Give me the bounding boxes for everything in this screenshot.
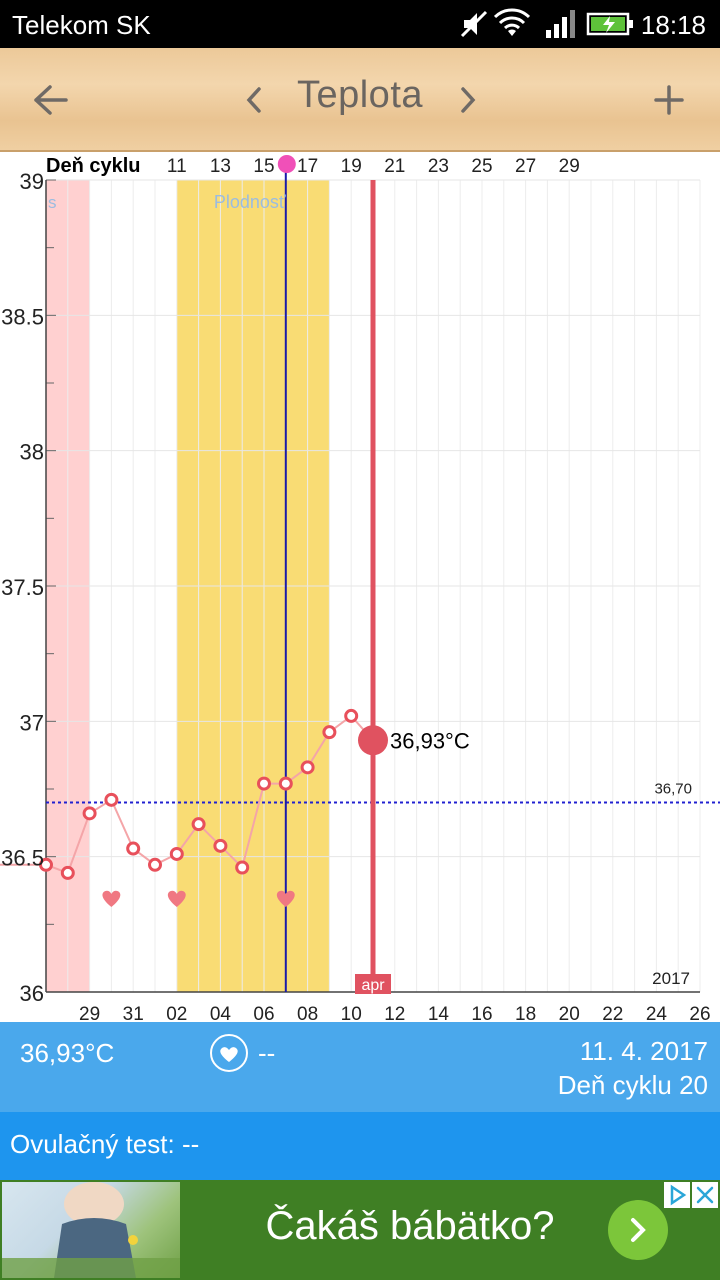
data-point bbox=[60, 865, 75, 880]
y-tick-label: 36.5 bbox=[1, 846, 44, 871]
selected-data-point bbox=[358, 725, 388, 756]
chevron-right-icon bbox=[461, 87, 476, 113]
date-tick-label: 26 bbox=[689, 1004, 710, 1022]
date-tick-label: 04 bbox=[210, 1004, 232, 1022]
intercourse-heart-icon bbox=[102, 890, 121, 907]
date-tick-label: 29 bbox=[79, 1004, 100, 1022]
toolbar: Teplota bbox=[0, 48, 720, 152]
intercourse-value: -- bbox=[258, 1038, 276, 1068]
data-point bbox=[82, 806, 97, 821]
add-button[interactable] bbox=[636, 48, 702, 152]
selected-value-label: 36,93°C bbox=[390, 728, 470, 753]
data-point bbox=[213, 838, 228, 853]
previous-button[interactable] bbox=[232, 48, 276, 152]
mute-icon bbox=[460, 10, 488, 38]
date-tick-label: 10 bbox=[341, 1004, 362, 1022]
cycle-day-tick-label: 25 bbox=[471, 156, 492, 177]
data-point bbox=[344, 708, 359, 723]
selected-date: 11. 4. 2017 bbox=[579, 1036, 708, 1066]
date-tick-label: 12 bbox=[384, 1004, 405, 1022]
date-tick-label: 20 bbox=[559, 1004, 580, 1022]
ad-close-icon[interactable] bbox=[692, 1182, 718, 1208]
date-tick-label: 16 bbox=[471, 1004, 492, 1022]
ovulation-marker bbox=[277, 155, 296, 173]
data-point bbox=[39, 857, 53, 872]
data-point bbox=[148, 857, 162, 872]
y-tick-label: 39 bbox=[20, 169, 44, 194]
page-title: Teplota bbox=[296, 74, 424, 116]
date-tick-label: 22 bbox=[602, 1004, 623, 1022]
cycle-day-tick-label: 13 bbox=[210, 156, 231, 177]
menses-label: s bbox=[48, 193, 57, 212]
y-tick-label: 37.5 bbox=[1, 575, 44, 600]
cycle-day-tick-label: 11 bbox=[167, 156, 187, 177]
ad-image bbox=[2, 1182, 180, 1278]
arrow-left-icon bbox=[34, 85, 68, 115]
status-bar: Telekom SK 18:18 bbox=[0, 0, 720, 48]
ovulation-test-panel[interactable]: Ovulačný test: -- bbox=[0, 1112, 720, 1180]
battery-charging-icon bbox=[586, 12, 633, 36]
fertile-label: Plodnosť bbox=[214, 192, 286, 212]
cycle-day-tick-label: 23 bbox=[428, 156, 449, 177]
chevron-right-icon bbox=[631, 1218, 646, 1242]
date-tick-label: 02 bbox=[166, 1004, 187, 1022]
data-point bbox=[300, 760, 315, 775]
data-point bbox=[169, 846, 184, 861]
ad-go-button[interactable] bbox=[608, 1200, 668, 1260]
date-tick-label: 14 bbox=[428, 1004, 450, 1022]
y-tick-label: 38.5 bbox=[1, 304, 44, 329]
y-tick-label: 38 bbox=[20, 440, 44, 465]
date-tick-label: 06 bbox=[253, 1004, 274, 1022]
carrier-name: Telekom SK bbox=[12, 10, 151, 40]
date-tick-label: 18 bbox=[515, 1004, 536, 1022]
date-tick-label: 24 bbox=[646, 1004, 668, 1022]
data-point bbox=[278, 776, 293, 791]
coverline-label: 36,70 bbox=[654, 781, 692, 798]
data-point bbox=[322, 725, 337, 740]
back-button[interactable] bbox=[18, 48, 82, 152]
intercourse-heart-icon bbox=[167, 890, 186, 907]
intercourse-heart-icon bbox=[276, 890, 295, 907]
month-badge bbox=[355, 974, 391, 994]
cycle-day-tick-label: 19 bbox=[341, 156, 362, 177]
y-tick-label: 36 bbox=[20, 981, 44, 1006]
data-point bbox=[235, 860, 250, 875]
cycle-day-axis-label: Deň cyklu bbox=[46, 155, 140, 177]
ad-headline: Čakáš bábätko? bbox=[265, 1204, 555, 1248]
adchoices-icon[interactable] bbox=[664, 1182, 690, 1208]
chevron-left-icon bbox=[246, 87, 261, 113]
cycle-day-tick-label: 21 bbox=[384, 156, 405, 177]
cycle-day-tick-label: 27 bbox=[515, 156, 536, 177]
cycle-day: Deň cyklu 20 bbox=[557, 1070, 708, 1100]
temperature-chart[interactable]: 39 38.5 38 37.5 37 36.5 36 Deň cyklu 11 13 15 17 19 2… bbox=[0, 152, 720, 1022]
month-label: apr bbox=[361, 977, 385, 994]
ad-banner[interactable]: Čakáš bábätko? bbox=[0, 1180, 720, 1280]
temperature-value: 36,93°C bbox=[20, 1038, 115, 1068]
ovulation-test-value: Ovulačný test: -- bbox=[10, 1129, 200, 1159]
signal-icon bbox=[546, 10, 575, 38]
year-label: 2017 bbox=[652, 969, 690, 988]
wifi-icon bbox=[494, 8, 530, 36]
data-point bbox=[191, 817, 206, 832]
day-info-panel: 36,93°C -- 11. 4. 2017 Deň cyklu 20 bbox=[0, 1022, 720, 1112]
data-point bbox=[104, 792, 119, 807]
date-tick-label: 08 bbox=[297, 1004, 318, 1022]
plus-icon bbox=[654, 85, 684, 115]
cycle-day-tick-label: 29 bbox=[559, 156, 580, 177]
heart-icon[interactable] bbox=[210, 1034, 248, 1072]
cycle-day-tick-label: 15 bbox=[253, 156, 274, 177]
next-button[interactable] bbox=[446, 48, 490, 152]
y-tick-label: 37 bbox=[20, 710, 44, 735]
cycle-day-tick-label: 17 bbox=[297, 156, 318, 177]
date-tick-label: 31 bbox=[123, 1004, 144, 1022]
clock: 18:18 bbox=[640, 10, 706, 40]
data-point bbox=[126, 841, 141, 856]
data-point bbox=[257, 776, 271, 791]
